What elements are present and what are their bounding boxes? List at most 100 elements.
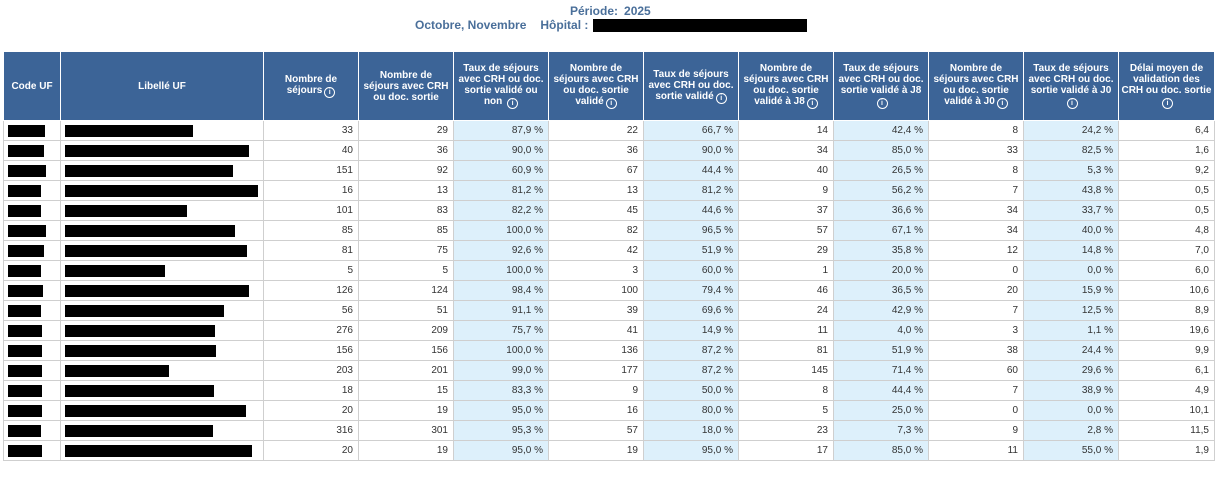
- table-row[interactable]: 20 19 95,0 % 16 80,0 % 5 25,0 % 0 0,0 % 10,1: [3, 400, 1215, 421]
- col-header-libelle-uf[interactable]: Libellé UF: [60, 51, 264, 121]
- cell-taux-crh: 92,6 %: [453, 240, 549, 261]
- cell-taux-crh: 95,0 %: [453, 400, 549, 421]
- col-header-taux-j0[interactable]: Taux de séjours avec CRH ou doc. sortie …: [1023, 51, 1119, 121]
- info-icon[interactable]: i: [715, 92, 727, 104]
- libelle-uf-cell: [60, 120, 264, 141]
- col-header-taux-valide[interactable]: Taux de séjours avec CRH ou doc. sortie …: [643, 51, 739, 121]
- redacted-libelle: [65, 264, 165, 277]
- cell-taux-j0: 15,9 %: [1023, 280, 1119, 301]
- cell-avec-crh: 13: [358, 180, 454, 201]
- cell-taux-j8: 25,0 %: [833, 400, 929, 421]
- code-uf-cell: [3, 280, 61, 301]
- redacted-libelle: [65, 184, 258, 197]
- redacted-libelle: [65, 204, 187, 217]
- cell-taux-valide: 66,7 %: [643, 120, 739, 141]
- table-row[interactable]: 276 209 75,7 % 41 14,9 % 11 4,0 % 3 1,1 % 19,6: [3, 320, 1215, 341]
- cell-taux-j0: 40,0 %: [1023, 220, 1119, 241]
- cell-valide: 39: [548, 300, 644, 321]
- table-row[interactable]: 33 29 87,9 % 22 66,7 % 14 42,4 % 8 24,2 % 6,4: [3, 120, 1215, 141]
- libelle-uf-cell: [60, 260, 264, 281]
- cell-delai: 4,8: [1118, 220, 1215, 241]
- col-header-nombre-avec-crh[interactable]: Nombre de séjours avec CRH ou doc. sorti…: [358, 51, 454, 121]
- info-icon[interactable]: i: [876, 98, 888, 109]
- col-header-label: Taux de séjours avec CRH ou doc. sortie …: [458, 63, 544, 107]
- code-uf-cell: [3, 440, 61, 461]
- col-header-delai-moyen[interactable]: Délai moyen de validation des CRH ou doc…: [1118, 51, 1215, 121]
- info-icon[interactable]: i: [507, 98, 519, 109]
- months-label: Octobre, Novembre: [415, 18, 527, 32]
- info-icon[interactable]: i: [996, 98, 1008, 109]
- table-row[interactable]: 126 124 98,4 % 100 79,4 % 46 36,5 % 20 15,9 % 10,…: [3, 280, 1215, 301]
- info-icon[interactable]: i: [806, 98, 818, 109]
- info-icon[interactable]: i: [1162, 98, 1173, 109]
- cell-sejours: 33: [263, 120, 359, 141]
- table-row[interactable]: 56 51 91,1 % 39 69,6 % 24 42,9 % 7 12,5 % 8,9: [3, 300, 1215, 321]
- table-row[interactable]: 16 13 81,2 % 13 81,2 % 9 56,2 % 7 43,8 % 0,5: [3, 180, 1215, 201]
- cell-avec-crh: 85: [358, 220, 454, 241]
- cell-valide: 3: [548, 260, 644, 281]
- table-body: 33 29 87,9 % 22 66,7 % 14 42,4 % 8 24,2 % 6,4 40 36…: [3, 120, 1215, 461]
- cell-valide: 100: [548, 280, 644, 301]
- col-header-taux-crh[interactable]: Taux de séjours avec CRH ou doc. sortie …: [453, 51, 549, 121]
- cell-j8: 8: [738, 380, 834, 401]
- code-uf-cell: [3, 140, 61, 161]
- table-row[interactable]: 40 36 90,0 % 36 90,0 % 34 85,0 % 33 82,5 % 1,6: [3, 140, 1215, 161]
- code-uf-cell: [3, 160, 61, 181]
- cell-j8: 17: [738, 440, 834, 461]
- months-line: Octobre, Novembre Hôpital :: [415, 18, 588, 32]
- cell-valide: 57: [548, 420, 644, 441]
- table-row[interactable]: 85 85 100,0 % 82 96,5 % 57 67,1 % 34 40,0 % 4,8: [3, 220, 1215, 241]
- info-icon[interactable]: i: [605, 98, 617, 109]
- cell-taux-j8: 67,1 %: [833, 220, 929, 241]
- cell-taux-valide: 96,5 %: [643, 220, 739, 241]
- cell-j8: 9: [738, 180, 834, 201]
- table-row[interactable]: 156 156 100,0 % 136 87,2 % 81 51,9 % 38 24,4 % 9,…: [3, 340, 1215, 361]
- table-row[interactable]: 101 83 82,2 % 45 44,6 % 37 36,6 % 34 33,7 % 0,5: [3, 200, 1215, 221]
- table-row[interactable]: 203 201 99,0 % 177 87,2 % 145 71,4 % 60 29,6 % 6,…: [3, 360, 1215, 381]
- cell-taux-valide: 79,4 %: [643, 280, 739, 301]
- cell-taux-crh: 98,4 %: [453, 280, 549, 301]
- col-header-nombre-j0[interactable]: Nombre de séjours avec CRH ou doc. sorti…: [928, 51, 1024, 121]
- cell-taux-valide: 14,9 %: [643, 320, 739, 341]
- code-uf-cell: [3, 260, 61, 281]
- code-uf-cell: [3, 180, 61, 201]
- table-row[interactable]: 18 15 83,3 % 9 50,0 % 8 44,4 % 7 38,9 % 4,9: [3, 380, 1215, 401]
- libelle-uf-cell: [60, 280, 264, 301]
- cell-taux-valide: 95,0 %: [643, 440, 739, 461]
- col-header-nombre-sejours[interactable]: Nombre de séjours i: [263, 51, 359, 121]
- redacted-libelle: [65, 404, 246, 417]
- libelle-uf-cell: [60, 420, 264, 441]
- table-row[interactable]: 81 75 92,6 % 42 51,9 % 29 35,8 % 12 14,8 % 7,0: [3, 240, 1215, 261]
- cell-sejours: 101: [263, 200, 359, 221]
- cell-taux-j0: 12,5 %: [1023, 300, 1119, 321]
- cell-valide: 67: [548, 160, 644, 181]
- info-icon[interactable]: i: [324, 87, 336, 98]
- cell-j0: 7: [928, 180, 1024, 201]
- cell-taux-j0: 5,3 %: [1023, 160, 1119, 181]
- cell-taux-valide: 44,4 %: [643, 160, 739, 181]
- table-row[interactable]: 151 92 60,9 % 67 44,4 % 40 26,5 % 8 5,3 % 9,2: [3, 160, 1215, 181]
- cell-taux-crh: 100,0 %: [453, 220, 549, 241]
- redacted-code: [8, 224, 46, 237]
- cell-j0: 0: [928, 260, 1024, 281]
- cell-j8: 11: [738, 320, 834, 341]
- cell-sejours: 18: [263, 380, 359, 401]
- table-row[interactable]: 5 5 100,0 % 3 60,0 % 1 20,0 % 0 0,0 % 6,0: [3, 260, 1215, 281]
- col-header-nombre-j8[interactable]: Nombre de séjours avec CRH ou doc. sorti…: [738, 51, 834, 121]
- cell-avec-crh: 36: [358, 140, 454, 161]
- cell-taux-crh: 83,3 %: [453, 380, 549, 401]
- table-row[interactable]: 316 301 95,3 % 57 18,0 % 23 7,3 % 9 2,8 % 11,5: [3, 420, 1215, 441]
- col-header-taux-j8[interactable]: Taux de séjours avec CRH ou doc. sortie …: [833, 51, 929, 121]
- col-header-nombre-valide[interactable]: Nombre de séjours avec CRH ou doc. sorti…: [548, 51, 644, 121]
- redacted-code: [8, 384, 42, 397]
- cell-j8: 40: [738, 160, 834, 181]
- table-row[interactable]: 20 19 95,0 % 19 95,0 % 17 85,0 % 11 55,0 % 1,9: [3, 440, 1215, 461]
- info-icon[interactable]: i: [1066, 98, 1078, 109]
- redacted-code: [8, 424, 41, 437]
- cell-taux-j8: 36,6 %: [833, 200, 929, 221]
- col-header-label: Nombre de séjours: [284, 74, 338, 96]
- code-uf-cell: [3, 120, 61, 141]
- cell-j0: 7: [928, 300, 1024, 321]
- col-header-code-uf[interactable]: Code UF: [3, 51, 61, 121]
- cell-delai: 11,5: [1118, 420, 1215, 441]
